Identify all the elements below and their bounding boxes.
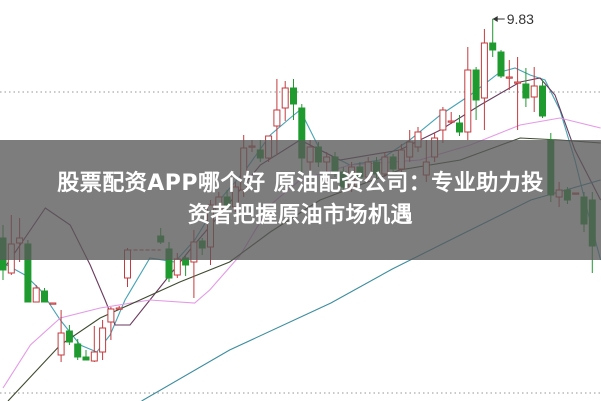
candle bbox=[497, 50, 505, 78]
candle-body bbox=[530, 85, 538, 98]
gridlines bbox=[0, 91, 601, 394]
candle bbox=[530, 67, 538, 112]
candle bbox=[65, 325, 73, 345]
candle-body bbox=[173, 258, 181, 276]
candle bbox=[439, 107, 447, 143]
title-line-2: 资者把握原油市场机遇 bbox=[187, 203, 413, 228]
candle bbox=[522, 68, 530, 107]
candle-body bbox=[82, 356, 90, 361]
candle-body bbox=[90, 351, 98, 362]
candle-body bbox=[107, 308, 115, 323]
candle-body bbox=[505, 76, 513, 79]
candle bbox=[107, 307, 115, 340]
candle-body bbox=[49, 302, 57, 305]
candle-body bbox=[480, 42, 488, 99]
candle bbox=[539, 80, 546, 118]
candle bbox=[115, 306, 123, 310]
candle-body bbox=[65, 330, 73, 343]
candle-body bbox=[447, 120, 455, 123]
candle-body bbox=[497, 51, 505, 77]
title-line-1: 股票配资APP哪个好 原油配资公司：专业助力投 bbox=[57, 171, 544, 196]
candle-body bbox=[57, 332, 65, 356]
candle bbox=[90, 326, 98, 362]
high-annotation: 9.83 bbox=[492, 11, 534, 27]
candle bbox=[464, 47, 472, 140]
candle-body bbox=[281, 87, 289, 109]
candle-body bbox=[522, 83, 530, 99]
candle bbox=[505, 60, 513, 90]
candle bbox=[74, 339, 82, 360]
title-banner: 股票配资APP哪个好 原油配资公司：专业助力投 资者把握原油市场机遇 bbox=[0, 140, 601, 260]
arrow-left-icon bbox=[492, 16, 498, 22]
candle bbox=[57, 310, 65, 362]
candle bbox=[514, 57, 522, 130]
candle bbox=[480, 29, 488, 130]
candle bbox=[82, 350, 90, 361]
candle bbox=[99, 320, 107, 360]
candle bbox=[472, 67, 480, 120]
candle-body bbox=[489, 42, 497, 51]
candle bbox=[447, 112, 455, 124]
candle bbox=[49, 302, 57, 305]
candle-body bbox=[115, 307, 123, 310]
candle-body bbox=[74, 343, 82, 358]
candle bbox=[489, 19, 497, 57]
candle-body bbox=[456, 122, 463, 133]
candle bbox=[281, 81, 289, 121]
candle bbox=[290, 79, 297, 120]
candle-body bbox=[514, 81, 522, 84]
candle-body bbox=[99, 327, 107, 353]
candle-body bbox=[290, 87, 297, 105]
candle bbox=[456, 115, 463, 136]
candle-body bbox=[539, 85, 546, 117]
candle-body bbox=[472, 69, 480, 101]
candle-body bbox=[41, 290, 48, 303]
candle-body bbox=[273, 109, 281, 127]
annotation-high-price: 9.83 bbox=[507, 11, 534, 27]
candle-body bbox=[32, 287, 40, 303]
candle-body bbox=[464, 69, 472, 133]
candle bbox=[41, 288, 48, 303]
candle bbox=[32, 285, 40, 303]
candle-body bbox=[439, 109, 447, 131]
